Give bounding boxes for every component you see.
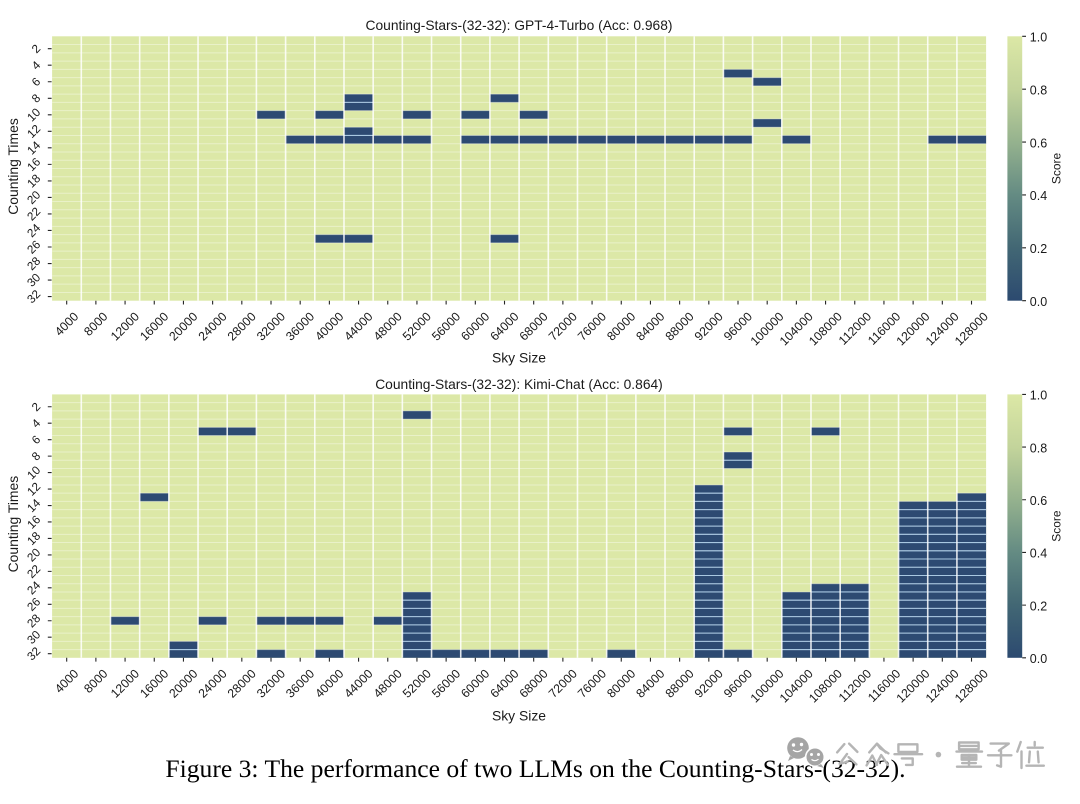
svg-text:1.0: 1.0 xyxy=(1030,389,1047,403)
svg-text:Counting Times: Counting Times xyxy=(5,476,21,573)
svg-text:0.6: 0.6 xyxy=(1030,136,1047,150)
svg-text:0.0: 0.0 xyxy=(1030,295,1047,309)
svg-text:0.2: 0.2 xyxy=(1030,242,1047,256)
svg-text:Counting-Stars-(32-32): GPT-4-: Counting-Stars-(32-32): GPT-4-Turbo (Acc… xyxy=(366,18,673,33)
svg-text:0.0: 0.0 xyxy=(1030,652,1047,666)
svg-text:0.2: 0.2 xyxy=(1030,599,1047,613)
svg-text:0.8: 0.8 xyxy=(1030,441,1047,455)
svg-text:Score: Score xyxy=(1050,510,1064,542)
svg-text:Score: Score xyxy=(1050,153,1064,185)
svg-text:Counting-Stars-(32-32): Kimi-C: Counting-Stars-(32-32): Kimi-Chat (Acc: … xyxy=(375,377,663,392)
svg-text:1.0: 1.0 xyxy=(1030,31,1047,45)
svg-text:0.4: 0.4 xyxy=(1030,189,1047,203)
svg-text:Figure 3: The performance of t: Figure 3: The performance of two LLMs on… xyxy=(165,754,905,783)
svg-text:0.4: 0.4 xyxy=(1030,547,1047,561)
svg-text:0.6: 0.6 xyxy=(1030,494,1047,508)
svg-text:0.8: 0.8 xyxy=(1030,83,1047,97)
svg-text:Counting Times: Counting Times xyxy=(5,118,21,215)
svg-text:Sky Size: Sky Size xyxy=(492,707,546,723)
svg-text:Sky Size: Sky Size xyxy=(492,350,546,366)
